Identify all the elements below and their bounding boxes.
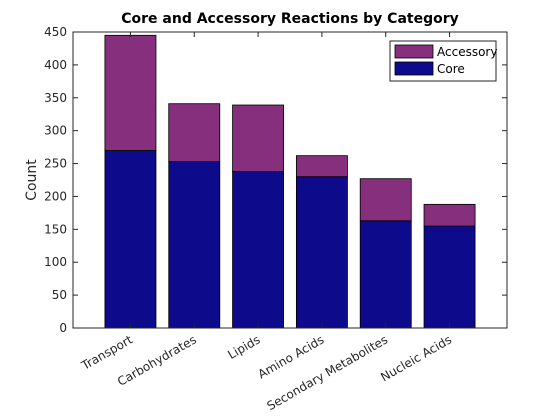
y-axis-label: Count xyxy=(24,159,40,201)
bar-accessory xyxy=(104,34,157,151)
bar-accessory xyxy=(232,104,285,172)
x-tick-label: Nucleic Acids xyxy=(378,332,454,384)
y-axis: 0 50 100 150 200 250 300 350 400 450 xyxy=(44,25,507,335)
legend-swatch-accessory xyxy=(394,44,434,59)
y-tick-label: 100 xyxy=(44,255,67,269)
x-tick-label: Secondary Metabolites xyxy=(264,332,390,413)
bar-accessory xyxy=(423,203,476,227)
bar-core xyxy=(359,220,412,329)
bars-group xyxy=(104,34,476,329)
legend-swatch-core xyxy=(394,61,434,76)
x-tick-label: Transport xyxy=(78,332,135,373)
y-tick-label: 400 xyxy=(44,58,67,72)
bar-accessory xyxy=(295,155,348,178)
legend: Accessory Core xyxy=(389,40,497,82)
y-tick-label: 200 xyxy=(44,189,67,203)
bar-core xyxy=(168,161,221,329)
y-tick-label: 300 xyxy=(44,124,67,138)
x-tick-label: Lipids xyxy=(225,332,262,362)
legend-label-core: Core xyxy=(437,62,465,76)
y-tick-label: 150 xyxy=(44,222,67,236)
legend-label-accessory: Accessory xyxy=(437,45,497,59)
bar-accessory xyxy=(359,178,412,222)
bar-core xyxy=(104,149,157,329)
y-tick-label: 0 xyxy=(59,321,67,335)
bar-core xyxy=(423,225,476,329)
bar-core xyxy=(232,171,285,329)
y-tick-label: 450 xyxy=(44,25,67,39)
y-tick-label: 350 xyxy=(44,91,67,105)
bar-core xyxy=(295,176,348,329)
y-tick-label: 50 xyxy=(52,288,67,302)
y-tick-label: 250 xyxy=(44,157,67,171)
plot-area-frame xyxy=(72,31,508,329)
chart-title: Core and Accessory Reactions by Category xyxy=(121,11,459,27)
bar-accessory xyxy=(168,103,221,162)
